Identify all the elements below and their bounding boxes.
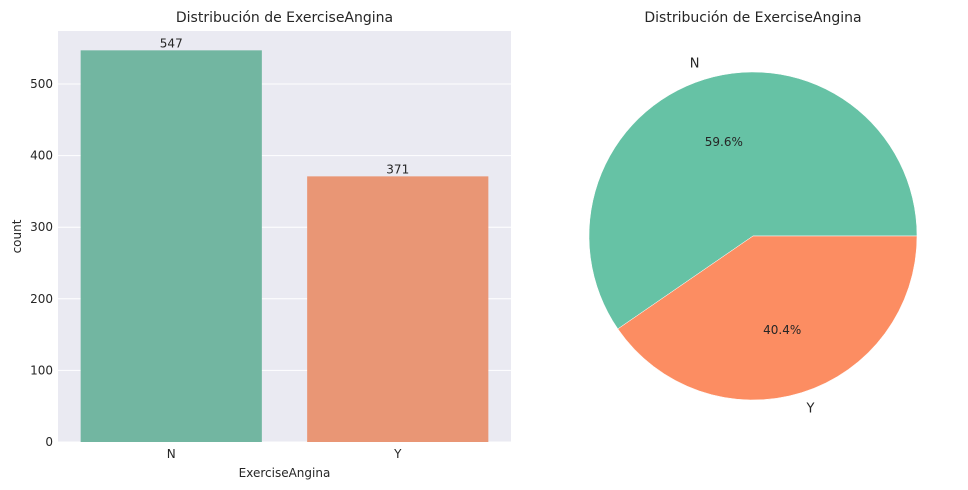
pie-slice-n (588, 71, 918, 330)
bar-data-label: 371 (386, 162, 409, 176)
bar-y (307, 176, 489, 443)
pie-labels: N 59.6% Y 40.4% (690, 57, 815, 417)
pie-chart: Distribución de ExerciseAngina N 59.6% Y 40… (588, 10, 918, 417)
x-tick-label: Y (393, 447, 402, 461)
y-tick-label: 200 (30, 292, 53, 306)
y-tick-label: 300 (30, 220, 53, 234)
pie-percent-label: 59.6% (705, 135, 743, 149)
pie-chart-title: Distribución de ExerciseAngina (644, 10, 861, 26)
bar-marks (80, 50, 489, 443)
pie-slice-label: Y (806, 401, 815, 416)
pie-slice-label: N (690, 57, 700, 72)
y-tick-label: 400 (30, 149, 53, 163)
bar-data-labels: 547 371 (160, 36, 409, 176)
bar-x-axis-label: ExerciseAngina (239, 466, 331, 480)
bar-data-label: 547 (160, 36, 183, 50)
bar-y-ticks: 0 100 200 300 400 500 (30, 77, 53, 449)
y-tick-label: 0 (45, 435, 53, 449)
y-tick-label: 100 (30, 363, 53, 377)
bar-y-axis-label: count (10, 219, 24, 253)
pie-percent-label: 40.4% (763, 323, 801, 337)
bar-chart-title: Distribución de ExerciseAngina (176, 10, 393, 26)
y-tick-label: 500 (30, 77, 53, 91)
x-tick-label: N (167, 447, 176, 461)
bar-n (80, 50, 262, 442)
pie-slices (588, 71, 918, 401)
pie-slice-y (617, 235, 918, 401)
